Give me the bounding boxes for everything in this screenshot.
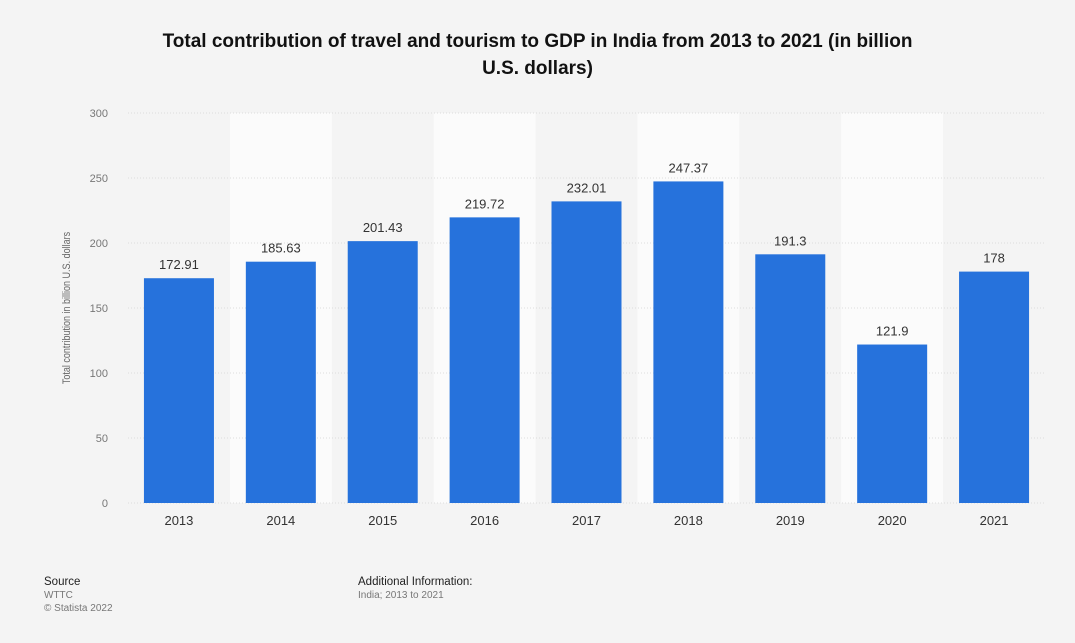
source-block: Source WTTC © Statista 2022	[44, 576, 113, 615]
bar-value-label: 121.9	[876, 324, 909, 339]
x-tick-label: 2018	[674, 513, 703, 528]
bar	[143, 278, 214, 503]
additional-information-block: Additional Information: India; 2013 to 2…	[358, 576, 472, 602]
bar	[755, 254, 826, 503]
x-tick-label: 2021	[980, 513, 1009, 528]
bar	[449, 217, 520, 503]
y-axis-title: Total contribution in billion U.S. dolla…	[61, 232, 73, 384]
y-tick-label: 100	[90, 368, 108, 380]
x-tick-label: 2013	[164, 513, 193, 528]
y-tick-label: 200	[90, 238, 108, 250]
source-heading: Source	[44, 576, 81, 588]
additional-information-text: India; 2013 to 2021	[358, 590, 444, 601]
bar-value-label: 247.37	[669, 160, 709, 175]
bar	[653, 181, 724, 503]
x-tick-label: 2014	[266, 513, 295, 528]
bar-value-label: 232.01	[567, 180, 607, 195]
bar	[857, 344, 928, 503]
x-tick-label: 2017	[572, 513, 601, 528]
bar	[551, 201, 622, 503]
source-name: WTTC	[44, 590, 73, 601]
bar-value-label: 172.91	[159, 257, 199, 272]
bar	[245, 261, 316, 503]
x-tick-label: 2016	[470, 513, 499, 528]
additional-information-heading: Additional Information:	[358, 576, 473, 588]
bar	[347, 241, 418, 504]
y-tick-label: 0	[102, 498, 108, 510]
chart-title: Total contribution of travel and tourism…	[0, 28, 1075, 82]
y-tick-label: 150	[90, 303, 108, 315]
bar	[959, 271, 1030, 503]
bar-value-label: 191.3	[774, 233, 807, 248]
y-tick-label: 300	[90, 108, 108, 120]
bar-value-label: 185.63	[261, 241, 301, 256]
x-tick-label: 2020	[878, 513, 907, 528]
copyright-notice: © Statista 2022	[44, 603, 113, 614]
y-tick-label: 50	[96, 433, 108, 445]
x-tick-label: 2015	[368, 513, 397, 528]
bar-value-label: 178	[983, 251, 1005, 266]
bar-value-label: 219.72	[465, 196, 505, 211]
x-tick-label: 2019	[776, 513, 805, 528]
bar-value-label: 201.43	[363, 220, 403, 235]
y-tick-label: 250	[90, 173, 108, 185]
chart-title-line-1: Total contribution of travel and tourism…	[162, 31, 913, 52]
chart-title-line-2: U.S. dollars)	[482, 58, 593, 79]
